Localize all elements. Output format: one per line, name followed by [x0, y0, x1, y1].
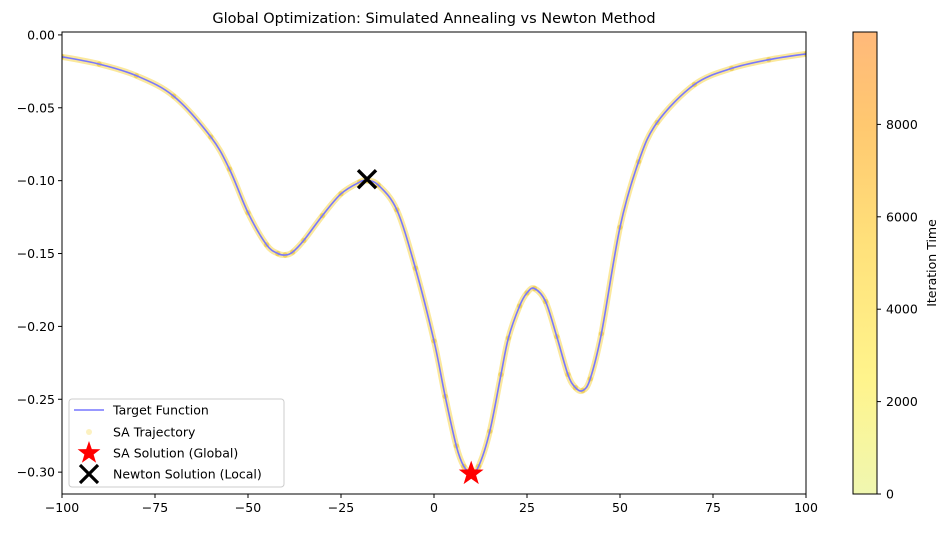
legend-box — [68, 398, 285, 488]
solution-markers — [356, 168, 484, 485]
target-function-line — [62, 53, 806, 473]
y-tick-label: −0.05 — [17, 100, 55, 115]
legend-sa-trajectory: SA Trajectory — [113, 425, 196, 440]
colorbar-label: Iteration Time — [924, 219, 939, 307]
colorbar-tick-label: 2000 — [886, 394, 918, 409]
x-tick-label: 100 — [794, 500, 818, 515]
colorbar-gradient — [852, 31, 878, 495]
y-tick-label: −0.20 — [17, 319, 55, 334]
sa-solution-star — [458, 460, 484, 485]
chart-title: Global Optimization: Simulated Annealing… — [212, 11, 655, 27]
colorbar: 0 2000 4000 6000 8000 Iteration Time — [852, 31, 939, 502]
y-tick-label: −0.25 — [17, 392, 55, 407]
colorbar-tick-label: 6000 — [886, 209, 918, 224]
legend: Target Function SA Trajectory SA Solutio… — [68, 398, 285, 488]
colorbar-tick-label: 0 — [886, 487, 894, 502]
legend-sa-solution: SA Solution (Global) — [113, 446, 238, 461]
y-tick-label: 0.00 — [27, 27, 55, 42]
newton-solution-x — [356, 168, 378, 190]
legend-star-icon — [77, 441, 101, 463]
legend-newton-solution: Newton Solution (Local) — [113, 467, 262, 482]
legend-x-icon — [78, 463, 100, 485]
x-tick-label: −100 — [45, 500, 79, 515]
legend-target-function: Target Function — [112, 403, 209, 418]
x-tick-label: 50 — [612, 500, 628, 515]
x-tick-label: −50 — [235, 500, 261, 515]
y-axis-ticks: 0.00 −0.05 −0.10 −0.15 −0.20 −0.25 −0.30 — [17, 27, 62, 480]
colorbar-tick-label: 8000 — [886, 117, 918, 132]
colorbar-tick-label: 4000 — [886, 302, 918, 317]
colorbar-ticks: 0 2000 4000 6000 8000 — [877, 117, 918, 502]
x-tick-label: 25 — [519, 500, 535, 515]
x-tick-label: 0 — [430, 500, 438, 515]
x-tick-label: −25 — [328, 500, 354, 515]
x-tick-label: −75 — [142, 500, 168, 515]
legend-trajectory-swatch — [86, 429, 92, 435]
x-axis-ticks: −100 −75 −50 −25 0 25 50 75 100 — [45, 494, 818, 515]
y-tick-label: −0.30 — [17, 465, 55, 480]
plot-frame — [61, 31, 807, 495]
y-tick-label: −0.10 — [17, 173, 55, 188]
x-tick-label: 75 — [705, 500, 721, 515]
y-tick-label: −0.15 — [17, 246, 55, 261]
